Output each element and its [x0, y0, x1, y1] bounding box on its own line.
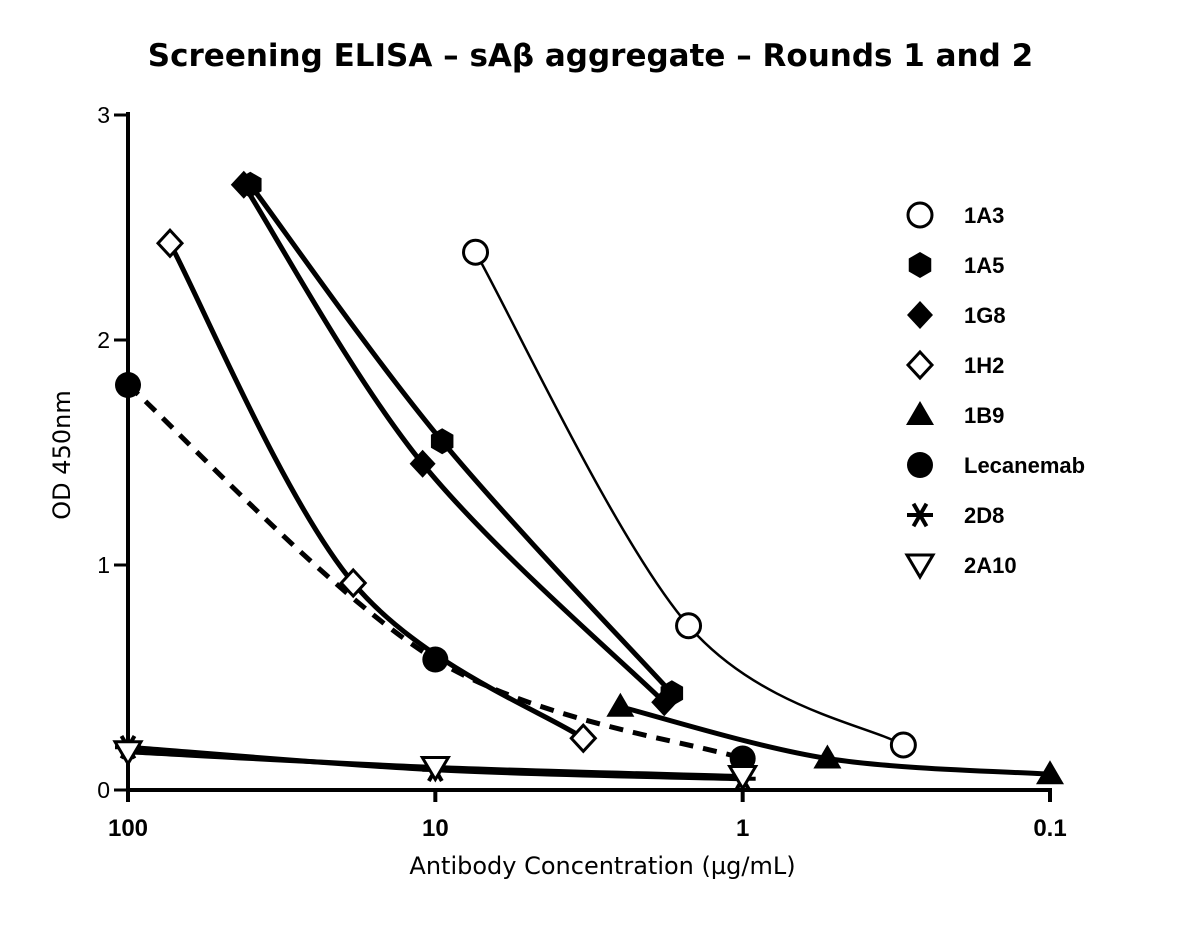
data-point-1b9: [813, 744, 842, 769]
y-tick-label: 1: [97, 552, 110, 578]
legend-marker-1b9: [906, 401, 934, 425]
x-tick-label: 1: [736, 815, 749, 842]
legend-label: 2D8: [964, 503, 1004, 528]
y-tick-label: 0: [97, 777, 110, 803]
series-line-1h2: [167, 240, 586, 741]
series-markers: [112, 170, 1064, 792]
series-lines: [125, 182, 1053, 782]
data-point-1h2: [569, 723, 598, 754]
data-point-1a3: [675, 612, 703, 640]
legend-marker-lecanemab: [907, 452, 933, 478]
legend-label: 2A10: [964, 553, 1017, 578]
data-point-1b9: [606, 692, 635, 717]
data-point-lecanemab: [115, 372, 141, 398]
x-axis-label: Antibody Concentration (µg/mL): [409, 852, 796, 880]
legend-label: 1H2: [964, 353, 1004, 378]
legend-marker-1a5: [908, 252, 932, 278]
legend-label: Lecanemab: [964, 453, 1085, 478]
data-point-2a10: [727, 765, 759, 792]
chart-title: Screening ELISA – sAβ aggregate – Rounds…: [147, 38, 1034, 74]
data-point-1a3: [889, 731, 917, 759]
legend-marker-1h2: [905, 349, 935, 381]
legend: 1A3 1A5 1G8 1H2 1B9 Lecanemab 2D8 2A10: [904, 201, 1085, 580]
legend-marker-2a10: [904, 553, 936, 580]
data-point-1g8: [651, 688, 678, 717]
series-line-1a3: [474, 251, 905, 747]
data-point-lecanemab: [422, 646, 449, 673]
data-point-2a10: [112, 740, 144, 767]
x-tick-label: 0.1: [1033, 815, 1066, 842]
y-tick-label: 3: [97, 102, 110, 128]
data-point-1g8: [409, 449, 436, 478]
legend-marker-1g8: [907, 301, 933, 329]
data-point-2a10: [419, 756, 451, 783]
legend-marker-2d8: [907, 502, 933, 528]
data-point-1a5: [430, 428, 454, 455]
series-line-1a5: [247, 182, 675, 696]
data-point-1h2: [155, 228, 185, 259]
legend-label: 1G8: [964, 303, 1006, 328]
legend-label: 1A3: [964, 203, 1004, 228]
legend-marker-1a3: [906, 201, 934, 229]
data-point-1g8: [230, 170, 257, 199]
data-point-1h2: [339, 567, 368, 599]
data-point-1a3: [462, 238, 490, 266]
x-tick-label: 100: [108, 815, 148, 842]
legend-label: 1B9: [964, 403, 1004, 428]
y-tick-label: 2: [97, 327, 110, 353]
data-point-1b9: [1036, 760, 1064, 785]
x-tick-label: 10: [422, 815, 449, 842]
axes: 0 1 2 3 100 10 1 0.1: [97, 102, 1066, 842]
legend-label: 1A5: [964, 253, 1004, 278]
